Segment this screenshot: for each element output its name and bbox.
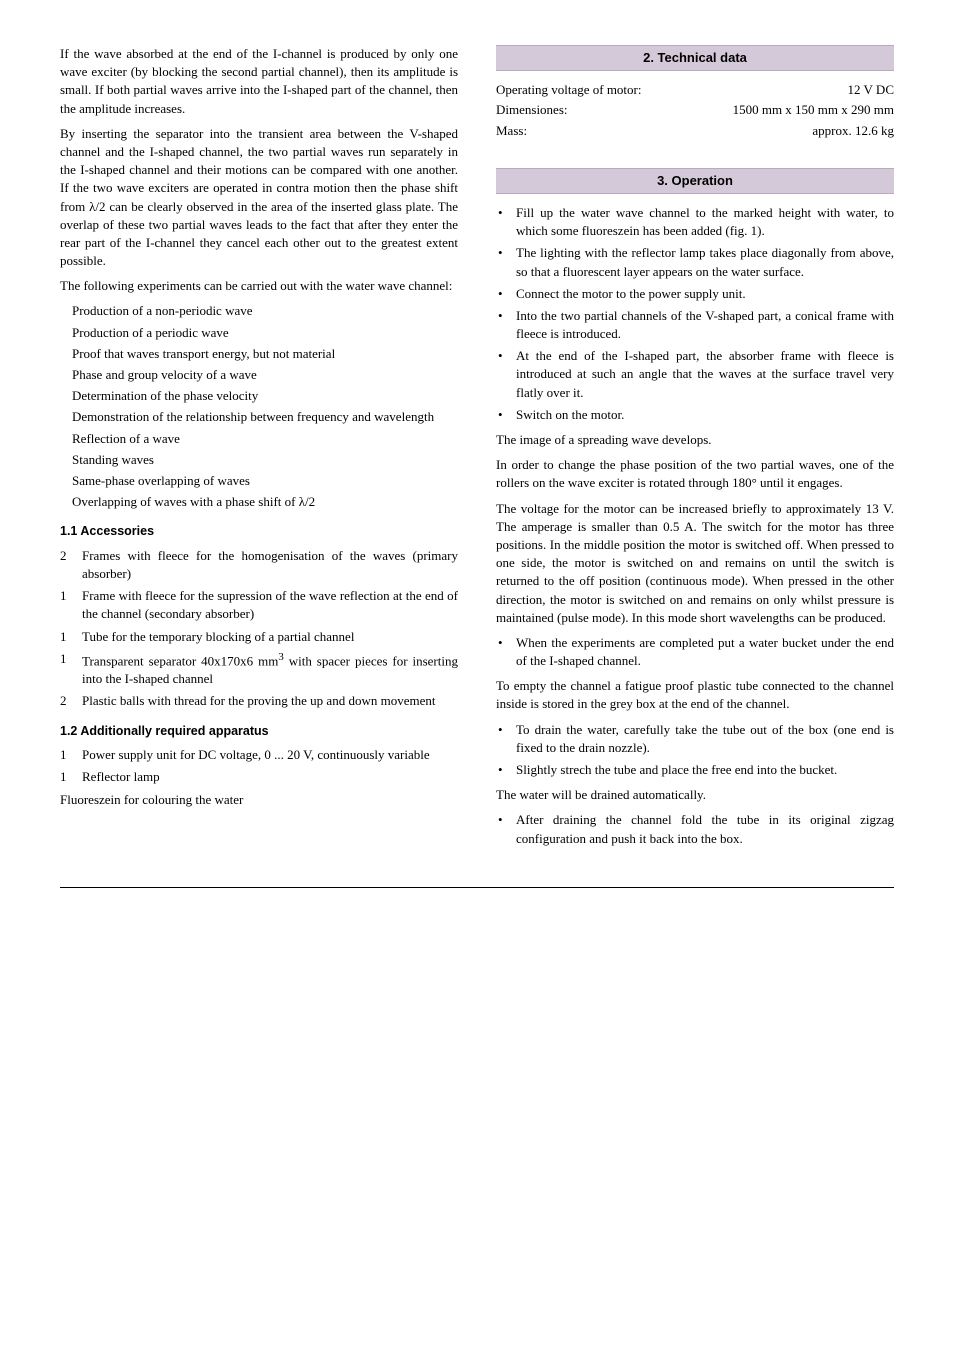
bullet-icon: • bbox=[496, 347, 516, 402]
operation-step: •After draining the channel fold the tub… bbox=[496, 811, 894, 847]
step-text: After draining the channel fold the tube… bbox=[516, 811, 894, 847]
accessories-item: 2 Frames with fleece for the homogenisat… bbox=[60, 547, 458, 583]
experiment-item: Phase and group velocity of a wave bbox=[72, 366, 458, 384]
accessories-item: 1 Frame with fleece for the supression o… bbox=[60, 587, 458, 623]
experiment-item: Determination of the phase velocity bbox=[72, 387, 458, 405]
bullet-icon: • bbox=[496, 761, 516, 779]
additional-apparatus-list: 1 Power supply unit for DC voltage, 0 ..… bbox=[60, 746, 458, 786]
experiment-item: Proof that waves transport energy, but n… bbox=[72, 345, 458, 363]
item-text: Plastic balls with thread for the provin… bbox=[82, 692, 458, 710]
spec-label: Dimensiones: bbox=[496, 101, 568, 119]
item-qty: 1 bbox=[60, 768, 82, 786]
spec-label: Operating voltage of motor: bbox=[496, 81, 642, 99]
spec-row: Dimensiones: 1500 mm x 150 mm x 290 mm bbox=[496, 101, 894, 119]
item-text: Tube for the temporary blocking of a par… bbox=[82, 628, 458, 646]
item-text-pre: Transparent separator 40x170x6 mm bbox=[82, 653, 278, 668]
bullet-icon: • bbox=[496, 811, 516, 847]
spec-value: approx. 12.6 kg bbox=[527, 122, 894, 140]
item-text: Frame with fleece for the supression of … bbox=[82, 587, 458, 623]
item-qty: 2 bbox=[60, 692, 82, 710]
bullet-icon: • bbox=[496, 721, 516, 757]
item-text: Power supply unit for DC voltage, 0 ... … bbox=[82, 746, 458, 764]
operation-step: •To drain the water, carefully take the … bbox=[496, 721, 894, 757]
item-qty: 2 bbox=[60, 547, 82, 583]
apparatus-item: 1 Reflector lamp bbox=[60, 768, 458, 786]
page: If the wave absorbed at the end of the I… bbox=[0, 0, 954, 933]
apparatus-item: 1 Power supply unit for DC voltage, 0 ..… bbox=[60, 746, 458, 764]
item-text: Frames with fleece for the homogenisatio… bbox=[82, 547, 458, 583]
operation-step: •Switch on the motor. bbox=[496, 406, 894, 424]
operation-note-5: The water will be drained automatically. bbox=[496, 786, 894, 804]
right-column: 2. Technical data Operating voltage of m… bbox=[496, 45, 894, 855]
spec-row: Mass: approx. 12.6 kg bbox=[496, 122, 894, 140]
experiment-item: Production of a periodic wave bbox=[72, 324, 458, 342]
item-qty: 1 bbox=[60, 587, 82, 623]
accessories-item: 2 Plastic balls with thread for the prov… bbox=[60, 692, 458, 710]
bullet-icon: • bbox=[496, 634, 516, 670]
operation-note-4: To empty the channel a fatigue proof pla… bbox=[496, 677, 894, 713]
operation-step: •When the experiments are completed put … bbox=[496, 634, 894, 670]
step-text: Connect the motor to the power supply un… bbox=[516, 285, 894, 303]
operation-steps-3: •To drain the water, carefully take the … bbox=[496, 721, 894, 780]
step-text: Switch on the motor. bbox=[516, 406, 894, 424]
bullet-icon: • bbox=[496, 244, 516, 280]
left-column: If the wave absorbed at the end of the I… bbox=[60, 45, 458, 855]
experiment-item: Demonstration of the relationship betwee… bbox=[72, 408, 458, 426]
operation-step: •At the end of the I-shaped part, the ab… bbox=[496, 347, 894, 402]
step-text: Into the two partial channels of the V-s… bbox=[516, 307, 894, 343]
intro-paragraph-3: The following experiments can be carried… bbox=[60, 277, 458, 295]
operation-steps-2: •When the experiments are completed put … bbox=[496, 634, 894, 670]
spec-value: 12 V DC bbox=[642, 81, 895, 99]
step-text: At the end of the I-shaped part, the abs… bbox=[516, 347, 894, 402]
accessories-list: 2 Frames with fleece for the homogenisat… bbox=[60, 547, 458, 711]
bullet-icon: • bbox=[496, 285, 516, 303]
operation-steps-4: •After draining the channel fold the tub… bbox=[496, 811, 894, 847]
operation-step: •Connect the motor to the power supply u… bbox=[496, 285, 894, 303]
operation-steps-1: •Fill up the water wave channel to the m… bbox=[496, 204, 894, 424]
item-qty: 1 bbox=[60, 746, 82, 764]
experiment-list: Production of a non-periodic wave Produc… bbox=[60, 302, 458, 511]
operation-step: •Slightly strech the tube and place the … bbox=[496, 761, 894, 779]
experiment-item: Production of a non-periodic wave bbox=[72, 302, 458, 320]
intro-paragraph-1: If the wave absorbed at the end of the I… bbox=[60, 45, 458, 118]
item-qty: 1 bbox=[60, 650, 82, 689]
experiment-item: Reflection of a wave bbox=[72, 430, 458, 448]
accessories-item: 1 Tube for the temporary blocking of a p… bbox=[60, 628, 458, 646]
bullet-icon: • bbox=[496, 307, 516, 343]
operation-step: •Into the two partial channels of the V-… bbox=[496, 307, 894, 343]
spec-value: 1500 mm x 150 mm x 290 mm bbox=[568, 101, 895, 119]
technical-specs: Operating voltage of motor: 12 V DC Dime… bbox=[496, 81, 894, 140]
operation-note-2: In order to change the phase position of… bbox=[496, 456, 894, 492]
experiment-item: Overlapping of waves with a phase shift … bbox=[72, 493, 458, 511]
footer-divider bbox=[60, 887, 894, 888]
fluorescein-note: Fluoreszein for colouring the water bbox=[60, 791, 458, 809]
spec-label: Mass: bbox=[496, 122, 527, 140]
item-text: Reflector lamp bbox=[82, 768, 458, 786]
two-column-layout: If the wave absorbed at the end of the I… bbox=[60, 45, 894, 855]
item-qty: 1 bbox=[60, 628, 82, 646]
bullet-icon: • bbox=[496, 204, 516, 240]
operation-step: •Fill up the water wave channel to the m… bbox=[496, 204, 894, 240]
step-text: Slightly strech the tube and place the f… bbox=[516, 761, 894, 779]
technical-data-heading: 2. Technical data bbox=[496, 45, 894, 71]
intro-paragraph-2: By inserting the separator into the tran… bbox=[60, 125, 458, 271]
operation-note-1: The image of a spreading wave develops. bbox=[496, 431, 894, 449]
accessories-item: 1 Transparent separator 40x170x6 mm3 wit… bbox=[60, 650, 458, 689]
operation-note-3: The voltage for the motor can be increas… bbox=[496, 500, 894, 627]
operation-step: •The lighting with the reflector lamp ta… bbox=[496, 244, 894, 280]
item-text: Transparent separator 40x170x6 mm3 with … bbox=[82, 650, 458, 689]
step-text: Fill up the water wave channel to the ma… bbox=[516, 204, 894, 240]
experiment-item: Standing waves bbox=[72, 451, 458, 469]
step-text: To drain the water, carefully take the t… bbox=[516, 721, 894, 757]
accessories-heading: 1.1 Accessories bbox=[60, 523, 458, 541]
bullet-icon: • bbox=[496, 406, 516, 424]
step-text: When the experiments are completed put a… bbox=[516, 634, 894, 670]
spec-row: Operating voltage of motor: 12 V DC bbox=[496, 81, 894, 99]
experiment-item: Same-phase overlapping of waves bbox=[72, 472, 458, 490]
operation-heading: 3. Operation bbox=[496, 168, 894, 194]
step-text: The lighting with the reflector lamp tak… bbox=[516, 244, 894, 280]
additional-apparatus-heading: 1.2 Additionally required apparatus bbox=[60, 723, 458, 741]
